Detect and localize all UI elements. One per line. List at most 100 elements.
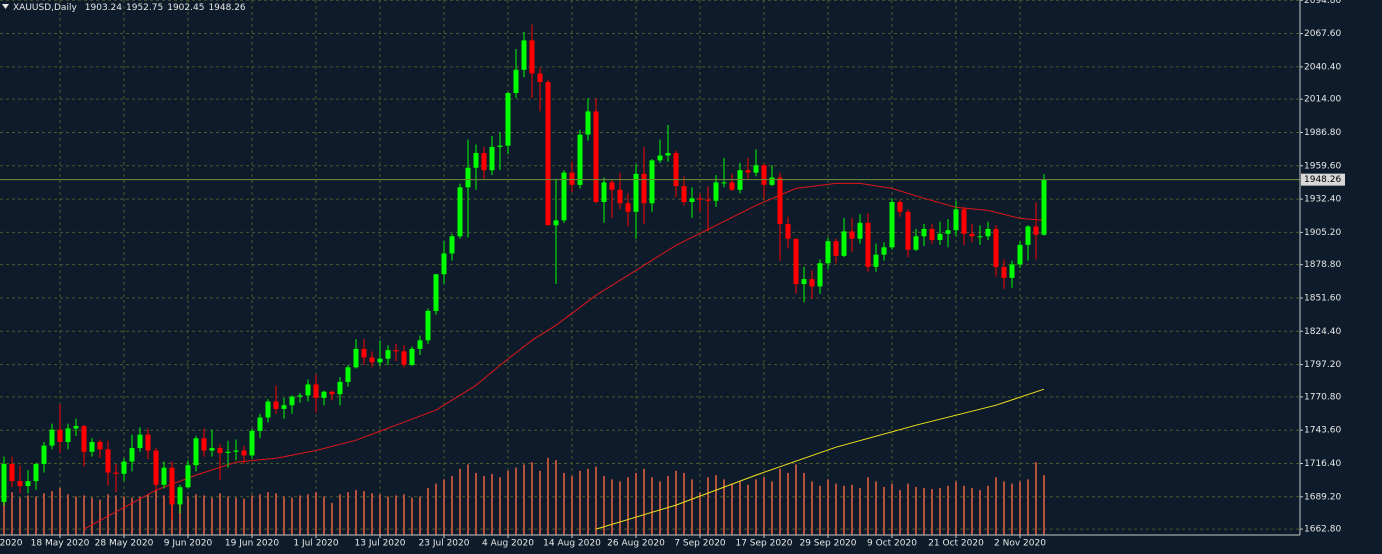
candle-body [817,263,823,287]
high-value: 1952.75 [126,3,163,13]
candle-body [1025,226,1031,245]
candle-body [593,111,599,203]
candle-body [57,429,63,442]
candle-body [329,391,335,395]
candle-body [409,348,415,365]
low-value: 1902.45 [167,3,204,13]
candle-body [505,93,511,146]
y-tick-label: 1959.60 [1304,161,1341,171]
candle-body [353,348,359,368]
candle-body [625,203,631,212]
candle-body [1,463,7,502]
candle-body [657,155,663,161]
last-price-box [1301,173,1345,186]
chart-title: XAUUSD,Daily [13,3,77,13]
candle-body [1009,264,1015,278]
candle-body [801,279,807,285]
candle-body [809,279,815,287]
candle-body [201,438,207,451]
candle-body [753,165,759,173]
candle-body [105,449,111,473]
x-tick-label: 2 Nov 2020 [994,539,1046,549]
candle-body [489,146,495,171]
candle-body [961,209,967,234]
candle-body [433,274,439,311]
candle-body [345,367,351,382]
candle-body [65,428,71,442]
candle-body [185,465,191,488]
candle-body [865,222,871,267]
candle-body [617,189,623,204]
x-tick-label: 4 Aug 2020 [482,539,534,549]
candle-body [297,395,303,397]
candle-body [393,350,399,352]
x-tick-label: 18 May 2020 [31,539,90,549]
x-tick-label: 9 Jun 2020 [164,539,213,549]
y-tick-label: 1851.60 [1304,293,1341,303]
candle-body [825,241,831,264]
candle-body [537,73,543,83]
menu-icon[interactable] [2,4,9,9]
candle-body [913,236,919,250]
candle-body [681,186,687,203]
candle-body [761,165,767,185]
candle-body [921,228,927,237]
candle-body [873,254,879,267]
candle-body [441,253,447,275]
y-tick-label: 1797.20 [1304,360,1341,370]
candle-body [849,231,855,239]
candle-body [529,40,535,74]
y-tick-label: 1905.20 [1304,228,1341,238]
candle-body [153,450,159,485]
y-tick-label: 1662.80 [1304,525,1341,535]
candle-body [137,434,143,449]
candle-body [769,177,775,185]
candle-body [665,153,671,156]
candle-body [121,461,127,474]
candle-body [97,441,103,450]
candle-body [585,111,591,135]
candle-body [177,487,183,505]
candle-body [561,172,567,221]
candle-body [953,209,959,231]
candle-body [969,233,975,237]
candle-body [881,247,887,255]
candle-body [937,233,943,240]
candle-body [609,182,615,190]
candle-body [209,448,215,451]
x-tick-label: 14 Aug 2020 [543,539,601,549]
candle-body [81,426,87,452]
candle-body [857,222,863,239]
candle-body [281,405,287,409]
x-tick-label: 13 Jul 2020 [355,539,406,549]
candle-body [545,82,551,226]
candle-body [521,40,527,70]
close-value: 1948.26 [208,3,245,13]
candle-body [417,340,423,349]
candle-body [985,228,991,237]
y-tick-label: 2067.60 [1304,29,1341,39]
moving-average [595,388,1045,530]
y-tick-label: 2040.40 [1304,62,1341,72]
candle-body [49,429,55,446]
candle-body [145,434,151,451]
y-tick-label: 1824.40 [1304,327,1341,337]
candle-body [745,170,751,173]
candle-body [833,241,839,256]
x-tick-label: 6 May 2020 [0,539,23,549]
candle-body [233,450,239,452]
candle-body [497,145,503,147]
candle-body [465,167,471,188]
candle-body [841,231,847,256]
candle-body [241,450,247,456]
candle-body [897,202,903,212]
candle-body [425,310,431,341]
x-tick-label: 1 Jul 2020 [293,539,338,549]
candle-body [601,182,607,203]
candle-body [41,445,47,464]
candle-body [449,236,455,254]
candle-body [945,230,951,234]
candle-body [385,350,391,359]
x-tick-label: 29 Sep 2020 [799,539,856,549]
candle-body [193,438,199,466]
